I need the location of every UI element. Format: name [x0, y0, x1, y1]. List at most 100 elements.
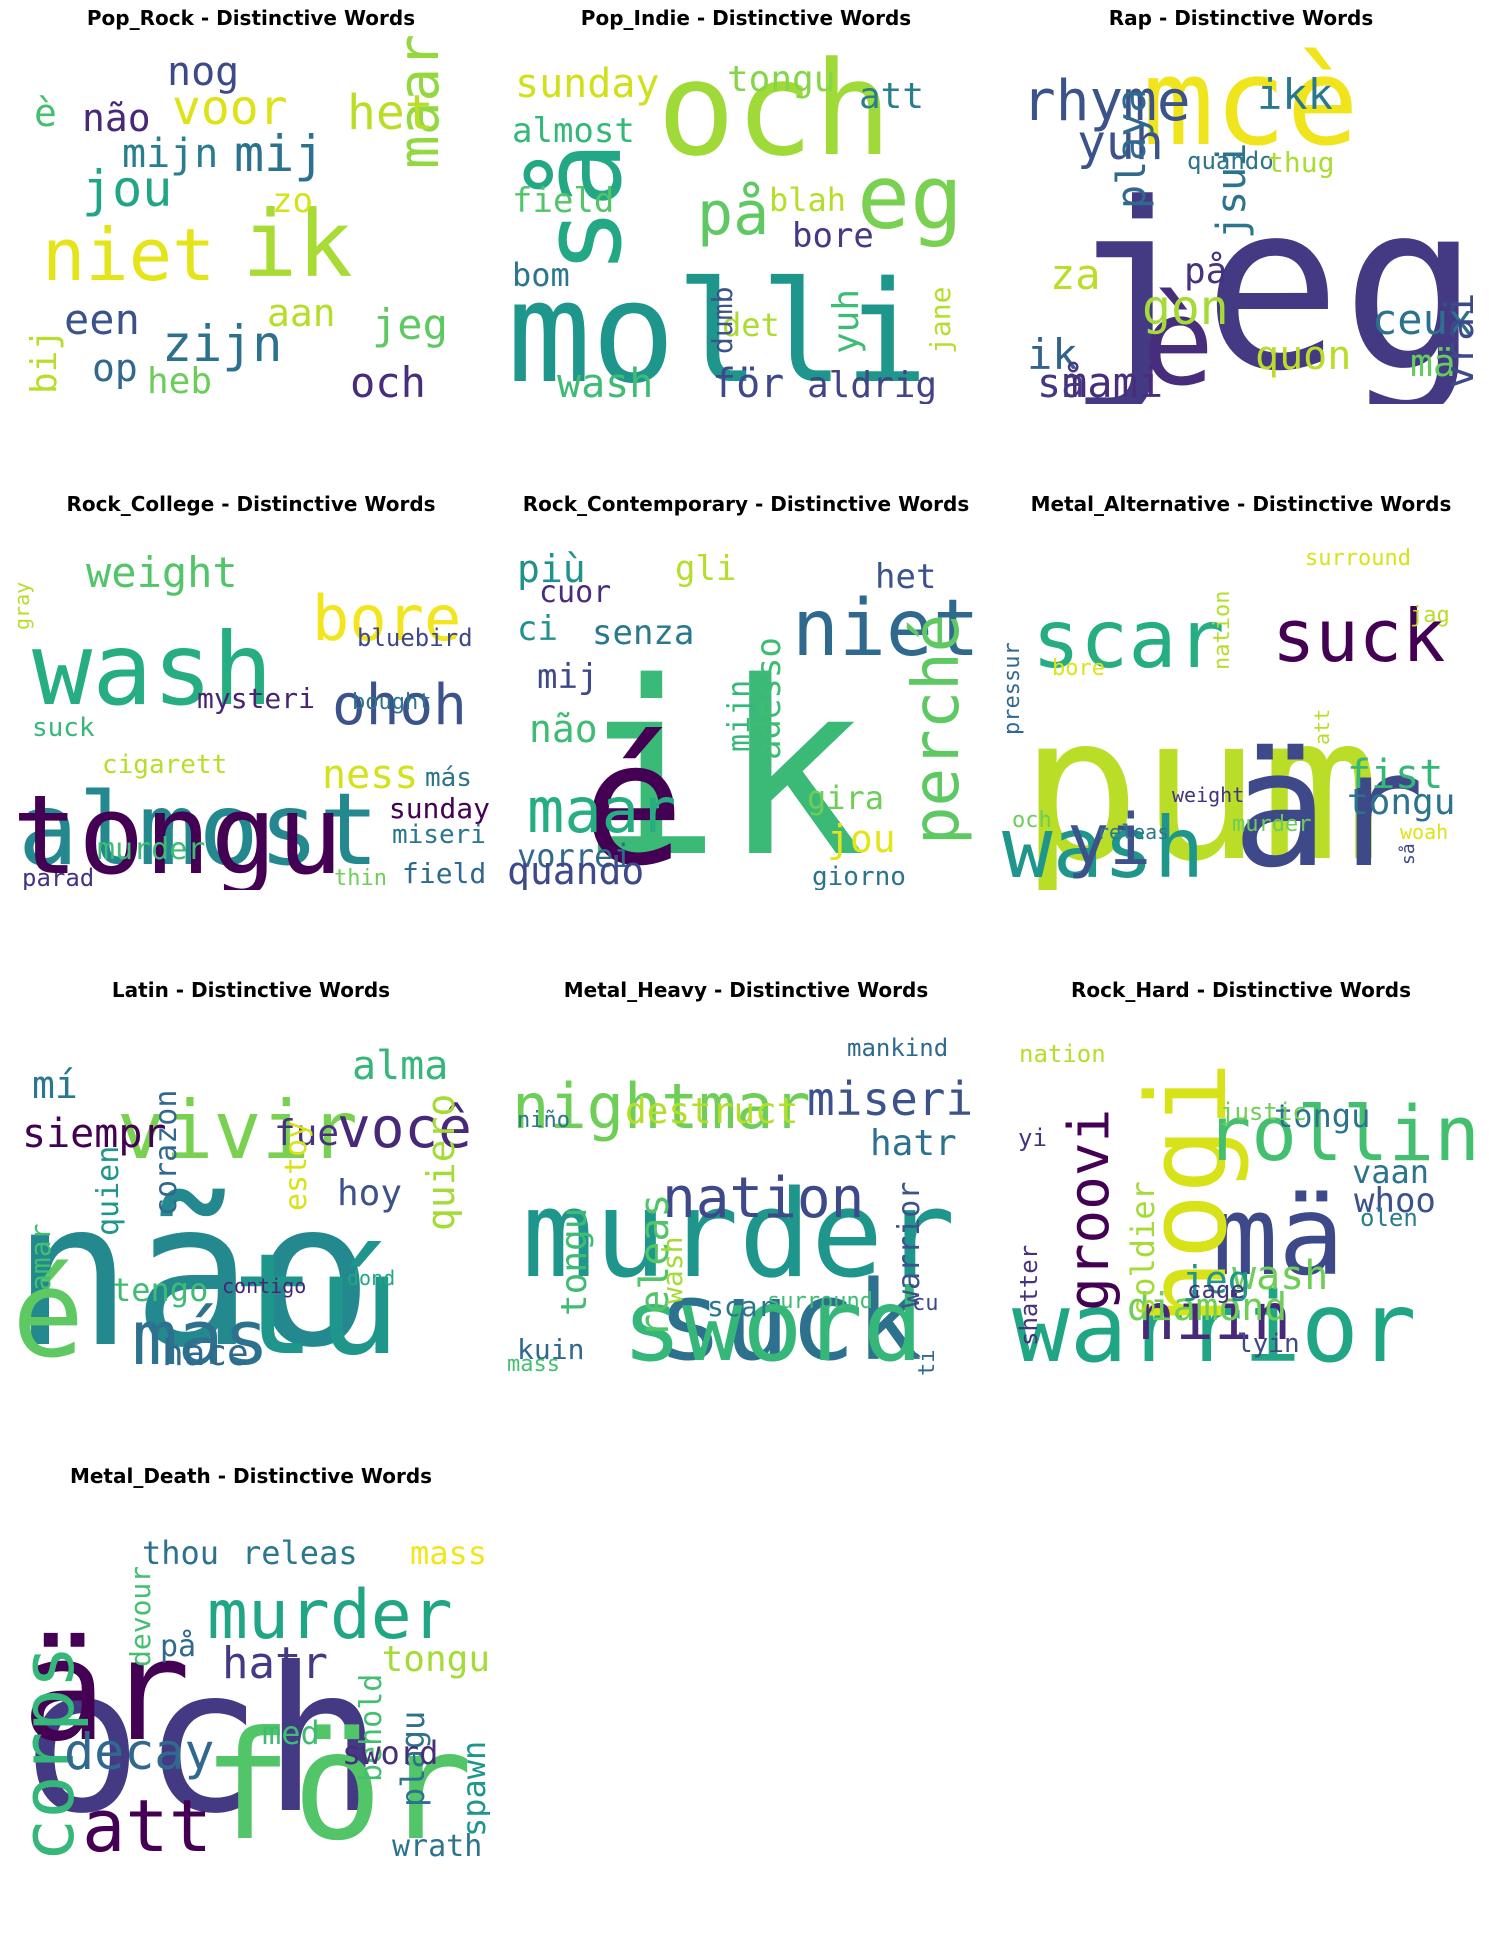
cloud-word: ik [1027, 330, 1078, 379]
cloud-word: hatr [870, 1123, 957, 1164]
cloud-word: miseri [392, 820, 486, 850]
cloud-word: bore [792, 216, 874, 256]
cloud-word: weight [1172, 783, 1245, 807]
cloud-word: maar [527, 774, 677, 847]
cloud-word: murder [1232, 812, 1312, 837]
cloud-word: mankind [847, 1034, 949, 1062]
cloud-word: scar [707, 1290, 775, 1323]
cloud-word: voor [172, 80, 288, 136]
wordcloud-panel: Latin - Distinctive Words não tú é más vivir v… [12, 972, 490, 1392]
cloud-word: wash [1232, 1253, 1329, 1299]
word-cloud: pum är scar suck wash yi fist tongu surround jag n… [1002, 520, 1480, 891]
cloud-word: molli [507, 252, 929, 404]
cloud-word: att [82, 1784, 213, 1862]
cloud-word: cage [1187, 1276, 1245, 1304]
cloud-word: não [529, 707, 598, 751]
cloud-word: fue [274, 1113, 340, 1154]
cloud-word: cu [912, 1291, 939, 1316]
cloud-word: att [859, 76, 925, 117]
cloud-word: jane [924, 286, 957, 354]
cloud-word: yuh [1077, 115, 1164, 171]
cloud-word: quando [507, 849, 645, 890]
cloud-word: för [202, 1700, 473, 1862]
cloud-word: het [875, 557, 937, 597]
cloud-word: senza [592, 613, 695, 653]
word-cloud: ik é niet perché maar più gli het cuor ci senza mij… [507, 520, 985, 890]
cloud-word: tengo [112, 1271, 209, 1309]
cloud-word: thou [142, 1534, 220, 1572]
cloud-word: nation [1210, 590, 1235, 670]
cloud-word: playa [1109, 88, 1155, 209]
cloud-word: olen [1360, 1204, 1418, 1232]
cloud-word: é [12, 1246, 85, 1376]
cloud-word: dond [347, 1266, 396, 1290]
cloud-word: niño [517, 1108, 570, 1133]
cloud-word: är [1232, 716, 1425, 890]
wordcloud-panel: Rock_Hard - Distinctive Words warrior mä ho… [1002, 972, 1480, 1392]
wordcloud-panel: Pop_Rock - Distinctive Words ik niet maar he… [12, 0, 490, 420]
panel-title: Metal_Alternative - Distinctive Words [1030, 492, 1452, 516]
cloud-word: på [697, 179, 770, 249]
cloud-word: mysteri [197, 682, 316, 715]
cloud-word: spawn [455, 1740, 490, 1837]
cloud-word: sword [622, 1267, 924, 1376]
cloud-word: och [350, 358, 426, 404]
cloud-word: nation [662, 1166, 865, 1231]
cloud-word: releas [1097, 820, 1170, 844]
cloud-word: ceux [1372, 295, 1474, 344]
word-cloud: molli och så eg på sunday tongu att almost field b… [507, 34, 985, 404]
cloud-word: justic [1220, 1098, 1307, 1126]
cloud-word: mass [507, 1352, 560, 1376]
cloud-word: quon [1255, 333, 1352, 379]
wordcloud-panel: Metal_Heavy - Distinctive Words murder suc… [507, 972, 985, 1392]
cloud-word: aan [267, 291, 336, 335]
cloud-word: tongu [381, 1639, 490, 1680]
cloud-word: adesso [749, 637, 789, 760]
cloud-word: ik [577, 630, 866, 890]
cloud-word: mä [1410, 341, 1456, 385]
cloud-word: wash [557, 361, 654, 404]
cloud-word: vivir [117, 1084, 358, 1177]
word-cloud: murder suck sword nightmar nation miseri manki… [507, 1006, 985, 1376]
cloud-word: suck [657, 1257, 922, 1376]
cloud-word: murder [97, 832, 206, 867]
cloud-word: yuh [826, 288, 867, 354]
cloud-word: hoy [337, 1173, 403, 1214]
cloud-word: siempr [22, 1111, 167, 1157]
cloud-word: devour [124, 1565, 157, 1667]
cloud-word: warrior [1012, 1272, 1417, 1376]
cloud-word: ik [242, 191, 353, 298]
cloud-word: é [582, 706, 685, 890]
cloud-word: tongu [1347, 782, 1456, 823]
cloud-word: jag [1410, 603, 1450, 628]
cloud-word: soldier [1124, 1181, 1162, 1316]
cloud-word: whoo [1354, 1181, 1436, 1221]
cloud-word: niet [792, 584, 980, 674]
panel-title: Pop_Indie - Distinctive Words [580, 6, 912, 30]
wordcloud-panel: Metal_Death - Distinctive Words och för är m… [12, 1458, 490, 1878]
cloud-word: tongu [1274, 1097, 1371, 1135]
cloud-word: niet [42, 213, 216, 297]
cloud-word: tongu [727, 59, 836, 100]
cloud-word: bore [1052, 656, 1105, 681]
cloud-word: sunday [388, 792, 490, 825]
wordcloud-panel: Pop_Indie - Distinctive Words molli och så e… [507, 0, 985, 420]
cloud-word: yi [1067, 799, 1152, 881]
cloud-word: groovi [1057, 1108, 1122, 1311]
cloud-word: och [657, 34, 892, 185]
cloud-word: bought [352, 690, 432, 715]
cloud-word: på [1184, 251, 1228, 292]
cloud-word: field [512, 181, 615, 221]
cloud-word: surround [1305, 546, 1411, 571]
cloud-word: scar [1032, 593, 1225, 686]
cloud-word: så [1398, 843, 1419, 865]
cloud-word: een [64, 295, 140, 344]
cloud-word: mami [1062, 358, 1164, 404]
cloud-word: vrai [1437, 292, 1480, 389]
cloud-word: mass [410, 1534, 488, 1572]
cloud-word: giorno [812, 862, 906, 890]
cloud-word: quando [1187, 147, 1274, 175]
cloud-word: releas [242, 1534, 358, 1572]
cloud-word: è [1142, 274, 1215, 404]
cloud-word: bij [24, 328, 65, 394]
